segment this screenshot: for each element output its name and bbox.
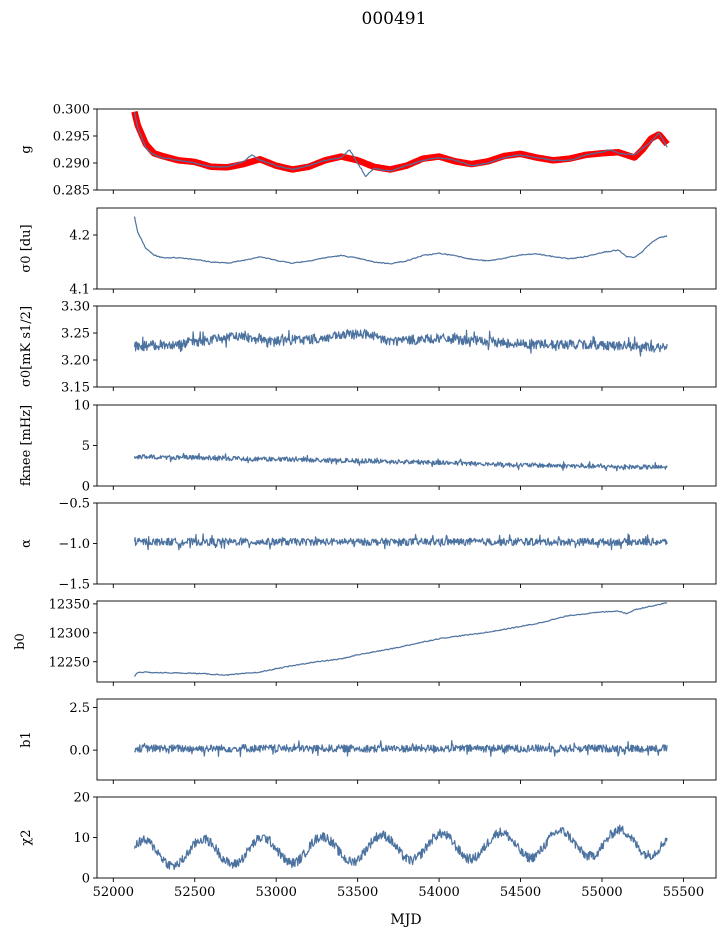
panel-2: 3.15 3.20 3.25 3.30 σ0[mK s1/2] — [19, 300, 717, 396]
y-tick-label: 0.285 — [53, 184, 90, 199]
panel-5: 12250 12300 12350 b0 — [13, 597, 717, 686]
series-line — [133, 452, 668, 472]
y-tick-label: 0 — [82, 872, 90, 887]
x-tick-label: 54000 — [418, 885, 459, 900]
y-tick-label: −1.0 — [58, 537, 90, 552]
x-tick-label: 52000 — [93, 885, 134, 900]
panel-6: 0.0 2.5 b1 — [19, 698, 717, 784]
axes-frame — [96, 305, 717, 388]
axes-frame — [96, 698, 717, 781]
panel-7: 0 10 20 52000 52500 53000 53500 54000 54500 55000… — [19, 791, 717, 900]
y-tick-label: 2.5 — [69, 701, 90, 716]
y-tick-label: 0 — [82, 480, 90, 495]
y-tick-label: 0.295 — [53, 130, 90, 145]
x-tick-label: 55000 — [581, 885, 622, 900]
panel-3: 0 5 10 fknee [mHz] — [19, 399, 717, 495]
x-tick-label: 54500 — [500, 885, 541, 900]
y-axis-label: σ0 [du] — [19, 224, 34, 272]
y-axis-label: g — [19, 145, 34, 153]
series-line — [131, 110, 670, 173]
panel-0: 0.285 0.290 0.295 0.300 g — [19, 103, 717, 199]
axes-frame — [96, 404, 717, 487]
y-tick-label: −1.5 — [58, 578, 90, 593]
y-tick-label: 0.0 — [69, 744, 90, 759]
series-line — [133, 533, 668, 551]
y-tick-label: 4.1 — [69, 283, 90, 298]
y-tick-label: 3.20 — [61, 354, 90, 369]
panel-4: −1.5 −1.0 −0.5 α — [19, 497, 717, 593]
series-line — [134, 740, 668, 757]
axes-frame — [96, 207, 717, 290]
y-tick-label: 4.2 — [69, 229, 90, 244]
y-tick-label: 10 — [73, 831, 90, 846]
y-axis-label: fknee [mHz] — [19, 405, 34, 486]
y-tick-label: 10 — [73, 399, 90, 414]
series-line — [133, 216, 668, 265]
panel-1: 4.1 4.2 σ0 [du] — [19, 207, 717, 298]
y-tick-label: 0.290 — [53, 157, 90, 172]
y-tick-label: −0.5 — [58, 497, 90, 512]
y-tick-label: 12250 — [49, 655, 90, 670]
series-line — [133, 328, 668, 357]
y-tick-label: 20 — [73, 791, 90, 806]
y-tick-label: 5 — [82, 439, 90, 454]
axes-frame — [96, 796, 717, 879]
figure-title: 000491 — [362, 9, 427, 29]
y-axis-label: σ0[mK s1/2] — [19, 306, 34, 387]
y-axis-label: b0 — [13, 633, 28, 650]
axes-frame — [96, 108, 717, 191]
axes-frame — [96, 600, 717, 683]
y-tick-label: 3.25 — [61, 327, 90, 342]
x-axis-label: MJD — [390, 912, 421, 928]
y-tick-label: 12300 — [49, 626, 90, 641]
y-axis-label: α — [19, 539, 34, 548]
x-tick-label: 55500 — [663, 885, 704, 900]
x-tick-label: 53500 — [337, 885, 378, 900]
y-tick-label: 3.30 — [61, 300, 90, 315]
y-axis-label: b1 — [19, 731, 34, 748]
series-line — [133, 111, 668, 178]
y-tick-label: 12350 — [49, 597, 90, 612]
y-axis-label: χ2 — [19, 829, 34, 845]
series-line — [134, 602, 668, 677]
series-line — [133, 824, 668, 871]
y-tick-label: 3.15 — [61, 381, 90, 396]
x-tick-label: 52500 — [174, 885, 215, 900]
y-tick-label: 0.300 — [53, 103, 90, 118]
x-tick-label: 53000 — [256, 885, 297, 900]
